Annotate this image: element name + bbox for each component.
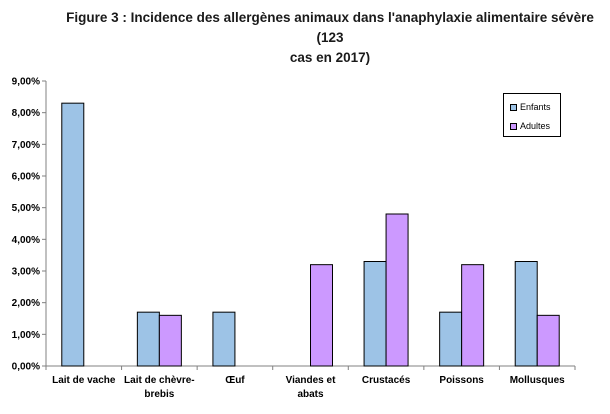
bar-enfants — [136, 311, 160, 367]
bar-enfants — [61, 102, 85, 367]
x-tick-label: Lait de chèvre- — [124, 375, 195, 386]
y-tick-label: 3,00% — [12, 267, 40, 278]
chart-title-line-1: Figure 3 : Incidence des allergènes anim… — [66, 10, 594, 45]
legend-label-adultes: Adultes — [520, 121, 551, 131]
y-tick-label: 7,00% — [12, 140, 40, 151]
chart-legend: Enfants Adultes — [503, 93, 561, 137]
chart-title: Figure 3 : Incidence des allergènes anim… — [60, 8, 600, 68]
x-tick-label: Viandes et — [286, 375, 337, 386]
bar-adultes — [461, 264, 485, 367]
x-tick-label: Lait de vache — [52, 375, 116, 386]
chart-title-line-2: cas en 2017) — [289, 50, 371, 65]
legend-swatch-adultes — [510, 122, 517, 130]
bar-adultes — [310, 264, 333, 367]
bar-enfants — [363, 261, 387, 367]
bar-adultes — [158, 314, 182, 367]
y-tick-label: 5,00% — [12, 203, 40, 214]
bar-adultes — [385, 213, 409, 367]
x-tick-label: Poissons — [439, 375, 484, 386]
bar-adultes — [536, 314, 560, 367]
y-tick-label: 6,00% — [12, 172, 40, 183]
y-tick-label: 0,00% — [12, 362, 40, 373]
legend-item-adultes: Adultes — [510, 121, 550, 131]
legend-swatch-enfants — [510, 103, 517, 111]
x-tick-label: abats — [297, 389, 324, 400]
x-tick-label: Œuf — [225, 375, 245, 386]
legend-label-enfants: Enfants — [520, 102, 551, 112]
bar-enfants — [514, 261, 538, 367]
y-tick-label: 2,00% — [12, 298, 40, 309]
bar-enfants — [439, 311, 463, 367]
x-tick-label: Crustacés — [362, 375, 411, 386]
y-tick-label: 9,00% — [12, 77, 40, 88]
legend-item-enfants: Enfants — [510, 102, 551, 112]
x-tick-label: Mollusques — [510, 375, 565, 386]
y-tick-label: 8,00% — [12, 108, 40, 119]
x-tick-label: brebis — [144, 389, 174, 400]
bar-enfants — [212, 311, 236, 367]
y-tick-label: 1,00% — [12, 330, 40, 341]
y-tick-label: 4,00% — [12, 235, 40, 246]
